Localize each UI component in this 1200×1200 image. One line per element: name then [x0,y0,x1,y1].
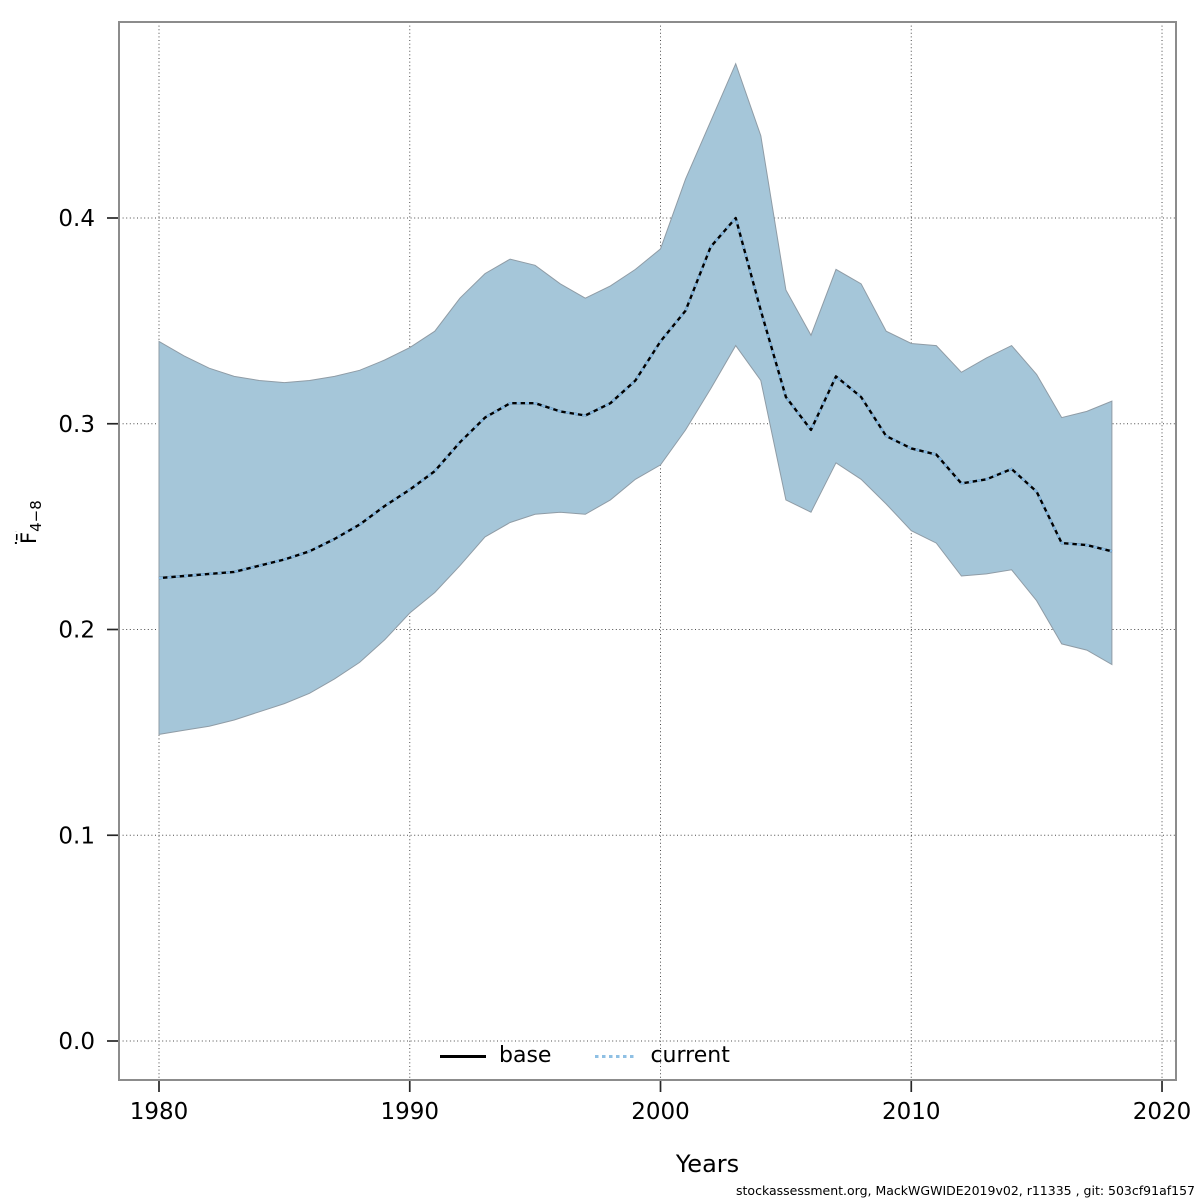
y-axis-label: F̄4−8 [17,452,45,592]
tick-label-y-0.4: 0.4 [58,206,95,232]
tick-label-x-1990: 1990 [380,1099,439,1125]
x-axis-label: Years [675,1150,740,1178]
confidence-band [158,62,1113,735]
tick-label-x-1980: 1980 [130,1099,189,1125]
footer-credit: stockassessment.org, MackWGWIDE2019v02, … [736,1183,1195,1198]
legend-line-sample-current [595,1054,638,1058]
tick-label-x-2020: 2020 [1133,1099,1192,1125]
plot-border [118,21,1177,1081]
y-axis-label-subscript: 4−8 [27,500,46,532]
legend-label-current: current [650,1043,730,1068]
tick-label-y-0.3: 0.3 [58,412,95,438]
tick-label-y-0.0: 0.0 [58,1029,95,1055]
current-line [158,216,1113,580]
y-axis-label-symbol: F̄ [16,531,41,544]
legend-line-sample-base [440,1054,486,1058]
tick-label-y-0.2: 0.2 [58,618,95,644]
legend: base current [440,1042,730,1070]
tick-label-y-0.1: 0.1 [58,823,95,849]
tick-label-x-2010: 2010 [882,1099,941,1125]
x-axis-label-row: Years [0,1150,1200,1178]
legend-label-base: base [499,1043,552,1068]
tick-label-x-2000: 2000 [631,1099,690,1125]
